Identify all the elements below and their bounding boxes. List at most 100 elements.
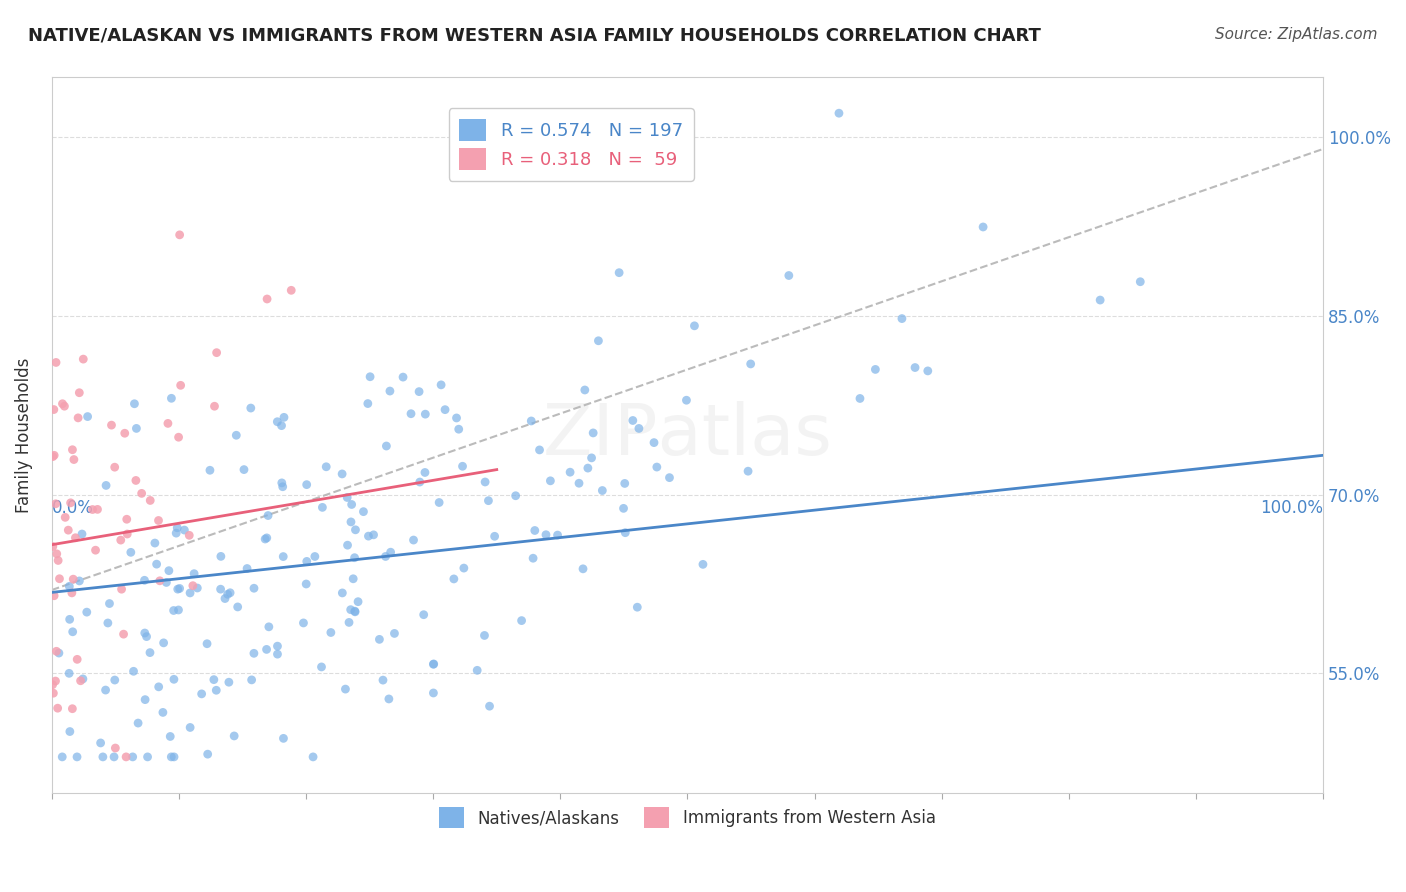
- Y-axis label: Family Households: Family Households: [15, 358, 32, 513]
- Point: [62, 572, 84, 586]
- Point: [392, 370, 415, 384]
- Point: [143, 536, 166, 550]
- Point: [42, 686, 65, 700]
- Point: [62, 442, 84, 457]
- Point: [69, 673, 91, 688]
- Point: [239, 401, 262, 415]
- Point: [149, 574, 172, 588]
- Point: [683, 318, 706, 333]
- Point: [117, 527, 139, 541]
- Point: [271, 549, 294, 564]
- Point: [202, 673, 225, 687]
- Point: [510, 614, 533, 628]
- Point: [972, 219, 994, 234]
- Point: [115, 512, 138, 526]
- Point: [347, 595, 370, 609]
- Point: [42, 450, 65, 464]
- Point: [70, 527, 93, 541]
- Point: [218, 675, 240, 690]
- Point: [243, 581, 266, 595]
- Point: [240, 673, 263, 687]
- Point: [474, 475, 496, 489]
- Point: [104, 460, 127, 475]
- Point: [588, 334, 610, 348]
- Point: [422, 657, 444, 672]
- Point: [217, 587, 239, 601]
- Point: [63, 452, 86, 467]
- Point: [368, 632, 391, 647]
- Point: [58, 579, 80, 593]
- Point: [336, 538, 359, 552]
- Point: [84, 543, 107, 558]
- Point: [339, 602, 361, 616]
- Point: [148, 513, 170, 527]
- Point: [110, 582, 132, 597]
- Point: [613, 476, 636, 491]
- Point: [529, 442, 551, 457]
- Point: [209, 549, 232, 564]
- Point: [169, 227, 191, 242]
- Point: [412, 607, 434, 622]
- Text: ZIP​atlas: ZIP​atlas: [543, 401, 832, 469]
- Point: [740, 357, 762, 371]
- Point: [125, 421, 148, 435]
- Point: [60, 586, 83, 600]
- Point: [582, 425, 605, 440]
- Point: [627, 421, 650, 435]
- Point: [134, 574, 156, 588]
- Point: [44, 448, 66, 462]
- Point: [266, 415, 288, 429]
- Point: [115, 750, 138, 764]
- Point: [737, 464, 759, 478]
- Point: [399, 407, 422, 421]
- Point: [538, 474, 561, 488]
- Point: [311, 660, 333, 674]
- Point: [422, 657, 444, 671]
- Point: [256, 642, 278, 657]
- Point: [484, 529, 506, 543]
- Point: [76, 605, 98, 619]
- Point: [270, 418, 292, 433]
- Point: [67, 574, 90, 588]
- Point: [340, 515, 363, 529]
- Point: [173, 523, 195, 537]
- Point: [183, 566, 205, 581]
- Point: [257, 508, 280, 523]
- Point: [352, 505, 374, 519]
- Point: [179, 721, 201, 735]
- Point: [271, 480, 294, 494]
- Point: [59, 724, 82, 739]
- Point: [166, 521, 188, 535]
- Point: [136, 750, 159, 764]
- Point: [343, 604, 366, 618]
- Point: [44, 674, 66, 689]
- Point: [292, 615, 315, 630]
- Point: [48, 572, 70, 586]
- Point: [90, 736, 112, 750]
- Point: [344, 523, 367, 537]
- Point: [148, 680, 170, 694]
- Point: [179, 586, 201, 600]
- Point: [121, 750, 143, 764]
- Point: [225, 428, 247, 442]
- Point: [380, 545, 402, 559]
- Point: [204, 399, 226, 413]
- Point: [342, 572, 364, 586]
- Point: [658, 470, 681, 484]
- Point: [163, 673, 186, 687]
- Point: [122, 665, 145, 679]
- Point: [157, 564, 180, 578]
- Point: [357, 396, 380, 410]
- Point: [205, 345, 228, 359]
- Point: [198, 463, 221, 477]
- Point: [53, 399, 76, 413]
- Point: [430, 377, 453, 392]
- Point: [378, 692, 401, 706]
- Point: [167, 430, 190, 444]
- Point: [270, 475, 292, 490]
- Point: [186, 581, 208, 595]
- Point: [591, 483, 613, 498]
- Point: [42, 589, 65, 603]
- Point: [98, 597, 121, 611]
- Point: [42, 402, 65, 417]
